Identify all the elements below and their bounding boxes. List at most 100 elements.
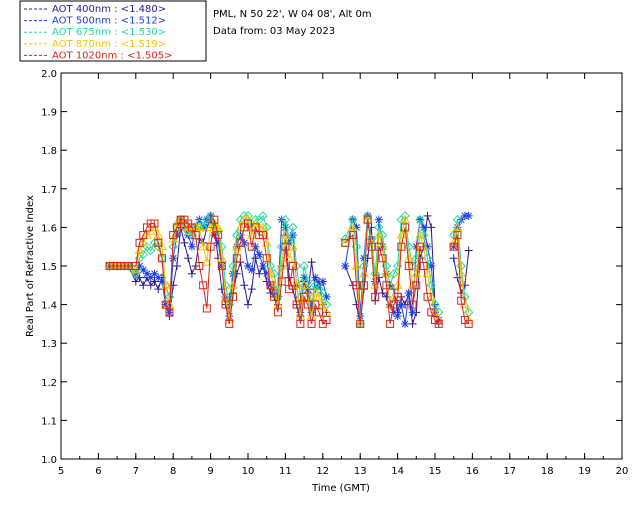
x-tick-label: 9 — [207, 466, 213, 477]
data-point-square — [161, 300, 170, 309]
data-point-square — [266, 281, 275, 290]
data-point-diamond — [404, 241, 414, 252]
data-point-triangle — [194, 222, 205, 231]
data-point-star — [214, 238, 223, 247]
data-point-square — [453, 231, 462, 240]
x-tick-label: 19 — [578, 466, 591, 477]
data-point-star — [146, 273, 155, 282]
data-point-square — [195, 262, 204, 270]
data-point-triangle — [284, 253, 295, 262]
x-tick-label: 18 — [541, 466, 554, 477]
data-point-triangle — [299, 280, 309, 289]
data-point-triangle — [198, 241, 208, 251]
data-point-square — [449, 242, 458, 251]
data-point-triangle — [452, 222, 463, 231]
data-point-triangle — [422, 268, 433, 278]
legend-entry: AOT 675nm : <1.530> — [52, 27, 166, 38]
data-point-star — [322, 292, 331, 301]
data-point-square — [247, 242, 256, 251]
x-tick-label: 13 — [354, 466, 367, 477]
data-point-plus — [464, 246, 473, 255]
data-point-square — [217, 262, 226, 270]
data-point-square — [199, 281, 208, 290]
data-point-plus — [247, 285, 256, 294]
y-tick-label: 1.9 — [41, 108, 57, 119]
data-point-square — [434, 319, 443, 328]
data-point-square — [236, 238, 245, 247]
data-point-triangle — [280, 230, 291, 239]
data-point-triangle — [374, 230, 384, 239]
data-point-triangle — [370, 280, 381, 289]
data-point-square — [389, 300, 398, 309]
data-point-diamond — [318, 288, 328, 298]
y-tick-label: 1.0 — [41, 455, 57, 466]
data-point-square — [307, 319, 316, 328]
data-point-plus — [423, 211, 432, 220]
data-point-square — [258, 231, 267, 240]
data-point-triangle — [134, 245, 145, 255]
data-point-plus — [449, 254, 458, 263]
data-point-square — [386, 319, 395, 328]
legend-entry: AOT 1020nm : <1.505> — [52, 50, 172, 61]
data-point-plus — [240, 281, 249, 290]
y-tick-label: 1.1 — [41, 416, 57, 427]
data-point-square — [341, 238, 350, 247]
data-point-star — [300, 273, 309, 282]
data-point-triangle — [317, 299, 328, 309]
data-point-diamond — [426, 280, 436, 291]
data-point-square — [157, 254, 166, 263]
data-point-square — [292, 300, 301, 309]
data-point-square — [457, 296, 466, 305]
data-point-square — [378, 254, 387, 263]
y-tick-label: 1.2 — [41, 378, 57, 389]
data-point-square — [322, 316, 331, 325]
data-point-square — [412, 281, 421, 290]
data-point-star — [229, 269, 238, 278]
data-point-square — [419, 262, 428, 270]
data-point-star — [397, 300, 406, 309]
data-point-triangle — [258, 222, 268, 231]
data-point-square — [221, 300, 230, 309]
data-point-star — [423, 242, 432, 251]
data-point-square — [371, 292, 380, 301]
legend-entry: AOT 400nm : <1.480> — [52, 4, 166, 15]
x-tick-label: 17 — [503, 466, 516, 477]
data-point-square — [296, 319, 305, 328]
data-point-diamond — [161, 280, 171, 291]
data-point-star — [247, 265, 256, 274]
data-point-star — [427, 262, 436, 270]
data-point-square — [281, 242, 290, 251]
data-point-star — [258, 262, 267, 270]
y-tick-label: 2.0 — [41, 69, 57, 80]
data-point-plus — [307, 258, 316, 267]
data-point-plus — [150, 277, 159, 286]
data-point-square — [348, 231, 357, 240]
data-point-square — [416, 242, 425, 251]
date-info-text: Data from: 03 May 2023 — [213, 26, 335, 37]
data-point-plus — [184, 254, 193, 263]
data-point-square — [397, 242, 406, 251]
data-point-star — [341, 262, 350, 270]
data-point-plus — [255, 269, 264, 278]
y-tick-label: 1.3 — [41, 339, 57, 350]
x-tick-label: 5 — [58, 466, 64, 477]
data-point-star — [401, 319, 410, 328]
data-point-square — [135, 238, 144, 247]
data-point-square — [187, 223, 196, 232]
data-point-triangle — [351, 260, 362, 270]
data-point-triangle — [411, 268, 422, 278]
data-point-plus — [154, 285, 163, 294]
data-point-square — [210, 215, 219, 224]
data-point-triangle — [243, 214, 253, 224]
data-point-square — [232, 254, 241, 263]
x-axis-title: Time (GMT) — [311, 483, 370, 494]
data-point-square — [315, 308, 324, 317]
data-point-square — [363, 215, 372, 224]
data-point-square — [464, 319, 473, 328]
data-point-star — [244, 262, 252, 270]
data-point-square — [423, 292, 432, 301]
data-point-star — [464, 211, 473, 220]
data-point-square — [393, 292, 402, 301]
